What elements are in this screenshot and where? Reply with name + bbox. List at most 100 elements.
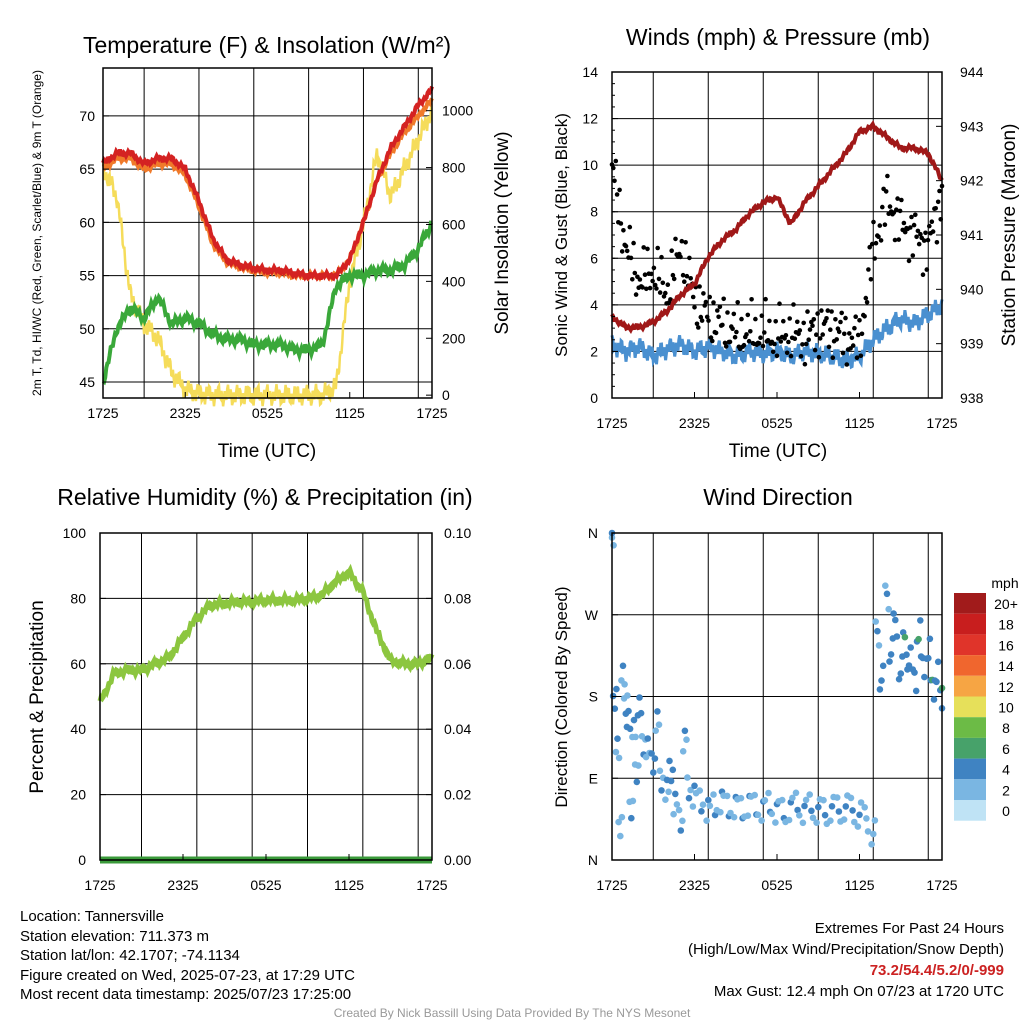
gust-point [770, 349, 776, 355]
gust-point [838, 319, 843, 325]
direction-point [851, 818, 858, 826]
gust-point [805, 309, 810, 314]
y-tick-label: 2 [590, 343, 598, 359]
direction-point [847, 794, 855, 802]
gust-point [934, 240, 940, 245]
gust-point [791, 302, 796, 307]
direction-point [901, 633, 909, 641]
direction-point [761, 797, 769, 804]
gust-point [911, 222, 917, 228]
direction-point [802, 796, 810, 804]
gust-point [651, 265, 657, 271]
gust-point [649, 271, 654, 277]
y-tick-label: 8 [590, 204, 598, 220]
direction-point [915, 635, 922, 643]
direction-point [903, 651, 910, 658]
y-tick-label: 60 [79, 214, 95, 230]
direction-point [669, 766, 677, 774]
gust-point [784, 350, 790, 356]
legend-label: 2 [1002, 782, 1010, 798]
direction-point [751, 791, 758, 799]
direction-point [863, 815, 870, 822]
direction-point [705, 796, 712, 804]
legend-label: 18 [998, 617, 1014, 633]
y-right-tick-label: 0.08 [444, 590, 471, 606]
gust-point [749, 297, 754, 302]
gust-point [887, 204, 893, 209]
gust-point [683, 240, 688, 245]
series-pressure [610, 119, 944, 334]
gust-point [701, 291, 706, 296]
direction-point [619, 662, 627, 670]
plot-border [102, 67, 433, 399]
direction-point [730, 813, 738, 821]
gust-point [937, 188, 942, 194]
gust-point [732, 334, 738, 340]
gust-point [829, 309, 834, 314]
direction-point [801, 802, 808, 810]
direction-point [624, 692, 631, 699]
gust-point [876, 234, 881, 239]
gust-point [654, 286, 659, 291]
direction-point [870, 830, 877, 838]
y-right-tick-label: 0.10 [444, 525, 471, 541]
gust-point [820, 332, 825, 337]
direction-point [789, 794, 796, 802]
direction-point [621, 681, 628, 688]
gust-point [745, 312, 751, 318]
gust-point [633, 292, 639, 297]
gust-point [704, 314, 710, 320]
gust-point [801, 320, 806, 326]
gust-point [925, 237, 931, 243]
y-tick-label: S [589, 689, 598, 705]
gust-point [765, 338, 771, 343]
x-tick-label: 2325 [167, 877, 198, 893]
gust-point [843, 315, 848, 321]
credit-text: Created By Nick Bassill Using Data Provi… [333, 1006, 691, 1020]
direction-point [691, 782, 698, 790]
x-tick-label: 2325 [170, 405, 201, 421]
direction-point [654, 708, 661, 715]
direction-point [617, 832, 624, 840]
y-right-tick-label: 944 [960, 64, 984, 80]
direction-point [723, 792, 731, 800]
direction-point [611, 705, 619, 712]
x-tick-label: 0525 [761, 877, 792, 893]
gust-point [803, 341, 809, 347]
gust-point [642, 272, 648, 278]
direction-point [684, 774, 691, 781]
legend-swatch [954, 758, 986, 780]
gust-point [699, 318, 705, 323]
gust-point [716, 314, 721, 320]
gust-point [632, 270, 638, 276]
direction-point [666, 757, 673, 765]
series-sonic-wind [610, 299, 944, 370]
direction-point [765, 789, 772, 797]
direction-point [699, 801, 707, 808]
y-tick-label: 50 [79, 321, 95, 337]
y-right-tick-label: 0.06 [444, 656, 471, 672]
gust-point [920, 272, 926, 278]
direction-point [808, 807, 815, 815]
direction-point [885, 605, 892, 613]
direction-point [626, 725, 634, 733]
humidity-precip-chart: 0 20 40 60 80 100 0.00 0.02 0.04 0.06 0.08 0.10 1725… [27, 484, 473, 893]
y-tick-label: 60 [70, 656, 86, 672]
gust-point [850, 343, 856, 348]
y-right-tick-label: 800 [442, 160, 466, 176]
direction-point [667, 777, 675, 785]
direction-point [854, 823, 862, 830]
direction-point [703, 817, 710, 824]
gust-point [859, 331, 865, 337]
direction-point [806, 791, 813, 798]
gust-point [702, 303, 707, 308]
legend-swatch [954, 696, 986, 718]
y-tick-label: 10 [582, 157, 598, 173]
y-tick-label: 80 [70, 590, 86, 606]
legend-swatch [954, 737, 986, 759]
series-2m-temp [101, 85, 434, 282]
gust-point [872, 256, 877, 261]
direction-point [897, 670, 905, 677]
gust-point [624, 248, 630, 254]
